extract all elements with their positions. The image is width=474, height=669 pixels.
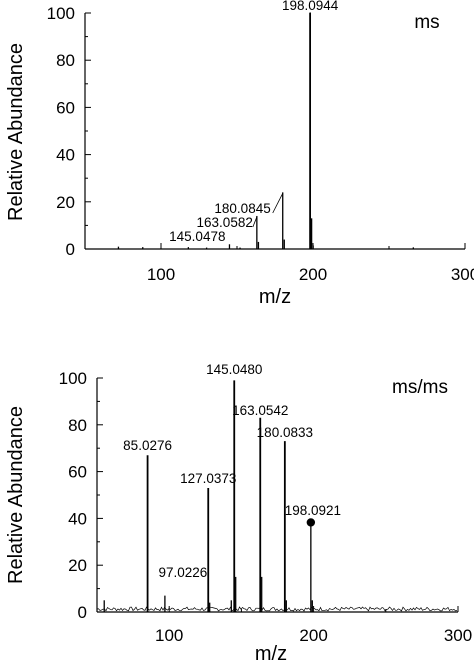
- y-tick-label: 0: [78, 603, 87, 622]
- x-axis-title: m/z: [259, 286, 291, 308]
- y-tick-label: 100: [47, 4, 75, 23]
- peak-mz-label: 145.0480: [206, 362, 262, 377]
- y-tick-label: 60: [68, 463, 87, 482]
- spectrum-mode-label: ms/ms: [392, 377, 448, 398]
- x-tick-label: 300: [444, 626, 472, 645]
- x-tick-label: 200: [299, 626, 327, 645]
- peak-mz-label: 198.0921: [285, 503, 341, 518]
- spectrum-mode-label: ms: [414, 12, 439, 33]
- y-tick-label: 60: [56, 98, 75, 117]
- y-tick-label: 40: [68, 509, 87, 528]
- peak-mz-label: 180.0845: [214, 201, 270, 216]
- x-tick-label: 100: [147, 265, 175, 284]
- x-tick-label: 200: [299, 265, 327, 284]
- y-axis-title: Relative Abundance: [5, 406, 27, 584]
- peak-mz-label: 97.0226: [158, 565, 207, 580]
- baseline-noise: [96, 606, 458, 612]
- peak-mz-label: 163.0542: [232, 403, 288, 418]
- peak-mz-label: 180.0833: [257, 425, 313, 440]
- y-tick-label: 40: [56, 146, 75, 165]
- msms-spectrum-panel: 0 20 40 60 80 100 100 200 300 m/z Relative Abundan…: [5, 362, 472, 665]
- ms-spectrum-panel: 0 20 40 60 80 100 100 200 300 m/z Relative Abundan…: [5, 0, 474, 308]
- y-tick-label: 20: [68, 556, 87, 575]
- label-leader-line: [272, 193, 284, 214]
- y-tick-label: 20: [56, 193, 75, 212]
- y-tick-label: 0: [66, 240, 75, 259]
- y-tick-label: 100: [59, 369, 87, 388]
- peak-mz-label: 85.0276: [123, 438, 172, 453]
- x-tick-label: 100: [155, 626, 183, 645]
- x-tick-label: 300: [451, 265, 474, 284]
- peak-mz-label: 198.0944: [282, 0, 339, 13]
- y-tick-label: 80: [68, 416, 87, 435]
- y-axis-title: Relative Abundance: [5, 43, 27, 221]
- peak-mz-label: 127.0373: [180, 471, 236, 486]
- x-axis-title: m/z: [255, 643, 287, 665]
- precursor-ion-marker: [306, 518, 316, 527]
- label-leader-line: [252, 216, 258, 228]
- y-tick-label: 80: [56, 51, 75, 70]
- peak-mz-label: 163.0582: [197, 215, 253, 230]
- peak-mz-label: 145.0478: [169, 229, 225, 244]
